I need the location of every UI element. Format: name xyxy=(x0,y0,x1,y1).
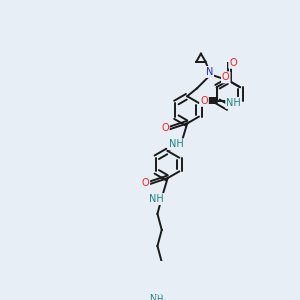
Text: NH: NH xyxy=(149,194,164,204)
Text: NH: NH xyxy=(226,98,241,108)
Text: O: O xyxy=(161,123,169,133)
Text: O: O xyxy=(229,58,237,68)
Text: O: O xyxy=(222,72,230,82)
Text: O: O xyxy=(142,178,149,188)
Text: N: N xyxy=(206,67,213,77)
Text: O: O xyxy=(200,96,208,106)
Text: NH: NH xyxy=(169,139,184,149)
Text: H: H xyxy=(157,296,163,300)
Text: NH: NH xyxy=(149,294,163,300)
